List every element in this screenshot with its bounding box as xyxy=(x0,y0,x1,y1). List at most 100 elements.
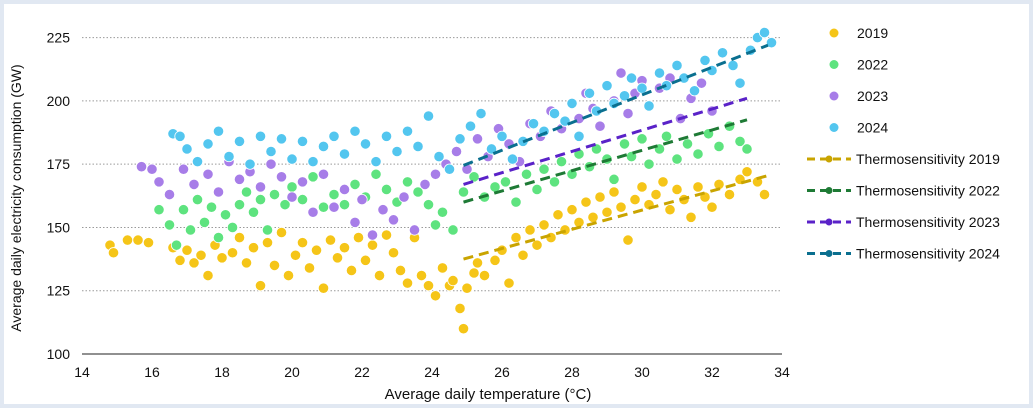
point-2024 xyxy=(307,156,319,168)
point-2024 xyxy=(485,143,498,155)
point-2024 xyxy=(653,67,666,79)
point-2019 xyxy=(706,201,718,213)
point-2022 xyxy=(328,188,340,201)
point-2024 xyxy=(583,87,596,99)
point-2024 xyxy=(443,163,456,175)
point-2019 xyxy=(608,186,620,198)
point-2019 xyxy=(345,264,358,277)
legend-label: Thermosensitivity 2022 xyxy=(856,183,1000,199)
point-2024 xyxy=(475,107,487,120)
point-2023 xyxy=(338,183,351,196)
point-2022 xyxy=(317,201,330,213)
x-tick-label: 20 xyxy=(284,364,300,380)
point-2024 xyxy=(706,64,718,77)
point-2024 xyxy=(758,26,771,39)
point-2022 xyxy=(198,216,211,228)
trendline-3 xyxy=(463,96,748,186)
point-2022 xyxy=(636,133,648,145)
point-2019 xyxy=(240,257,253,269)
point-2019 xyxy=(580,196,592,208)
point-2019 xyxy=(489,254,501,266)
point-2024 xyxy=(296,135,309,147)
point-2022 xyxy=(296,193,309,206)
point-2022 xyxy=(240,186,253,198)
point-2019 xyxy=(415,269,428,282)
y-tick-label: 225 xyxy=(47,30,71,46)
point-2023 xyxy=(163,188,176,201)
x-tick-label: 32 xyxy=(704,364,720,380)
point-2024 xyxy=(370,156,382,168)
point-2019 xyxy=(664,204,676,216)
point-2019 xyxy=(601,206,613,218)
point-2019 xyxy=(429,290,442,302)
legend: 2019 2022 2023 2024 Thermosensitivity 2019 Th… xyxy=(807,25,1000,262)
chart-area: 100 125 150 175 200 225 14 16 18 20 22 24 26 28 30 32 34… xyxy=(4,4,1029,404)
point-2024 xyxy=(233,135,246,147)
point-2024 xyxy=(548,107,561,120)
point-2023 xyxy=(265,158,277,170)
point-2024 xyxy=(643,100,655,112)
x-tick-label: 34 xyxy=(774,364,790,380)
point-2023 xyxy=(296,176,309,188)
point-2022 xyxy=(671,153,683,165)
point-2019 xyxy=(195,249,207,261)
point-2019 xyxy=(454,302,466,315)
point-2019 xyxy=(650,188,662,201)
point-2022 xyxy=(643,158,655,170)
point-2024 xyxy=(244,158,256,170)
point-2023 xyxy=(356,193,368,206)
point-2024 xyxy=(496,130,508,142)
trendline-1 xyxy=(463,174,769,261)
point-2022 xyxy=(349,178,361,191)
point-2023 xyxy=(307,206,319,218)
point-2022 xyxy=(177,204,190,216)
point-2024 xyxy=(506,153,519,165)
y-tick-label: 100 xyxy=(47,346,71,362)
legend-line-dot xyxy=(825,187,833,194)
point-2019 xyxy=(188,257,200,269)
point-2019 xyxy=(359,254,372,266)
point-2023 xyxy=(188,178,200,191)
point-2024 xyxy=(566,97,578,110)
point-2019 xyxy=(331,252,344,264)
point-2024 xyxy=(265,145,277,158)
point-2024 xyxy=(401,125,414,137)
point-2019 xyxy=(275,226,288,239)
point-2024 xyxy=(618,90,631,102)
legend-line-dot xyxy=(825,155,833,163)
point-2019 xyxy=(594,191,606,203)
point-2024 xyxy=(380,130,393,142)
y-tick-label: 150 xyxy=(47,219,71,235)
point-2019 xyxy=(216,252,228,264)
point-2024 xyxy=(191,156,204,168)
point-2019 xyxy=(310,244,323,256)
point-2019 xyxy=(538,219,550,231)
point-2019 xyxy=(657,176,669,188)
point-2019 xyxy=(510,231,522,244)
point-2024 xyxy=(727,59,739,72)
point-2024 xyxy=(688,85,701,97)
point-2023 xyxy=(146,163,158,175)
point-2022 xyxy=(219,209,232,221)
point-2019 xyxy=(503,277,515,289)
point-2022 xyxy=(205,201,218,213)
point-2023 xyxy=(275,171,288,183)
point-2022 xyxy=(468,171,480,183)
trendline-2 xyxy=(463,118,748,204)
legend-marker xyxy=(829,91,839,101)
x-tick-label: 26 xyxy=(494,364,510,380)
point-2024 xyxy=(328,130,340,142)
legend-marker xyxy=(829,60,839,69)
point-2019 xyxy=(247,242,260,254)
point-2019 xyxy=(723,188,736,201)
point-2019 xyxy=(741,166,753,178)
point-2019 xyxy=(181,244,193,256)
point-2019 xyxy=(692,181,704,193)
point-2023 xyxy=(450,145,463,158)
point-2019 xyxy=(261,237,274,249)
point-2019 xyxy=(468,267,480,279)
point-2019 xyxy=(202,269,214,282)
data-points xyxy=(104,26,778,335)
point-2019 xyxy=(121,234,134,246)
